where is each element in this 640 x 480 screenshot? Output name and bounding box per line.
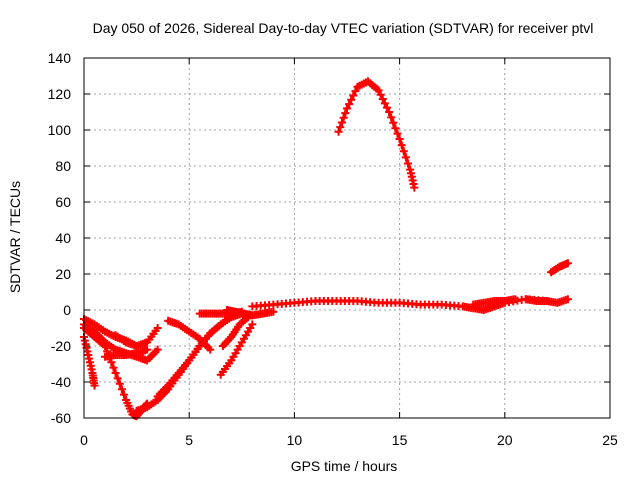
y-tick-label: 20 (55, 266, 71, 282)
series-arc-17 (469, 295, 520, 309)
data-point (345, 100, 354, 109)
data-point (334, 127, 343, 136)
series-arc-9 (164, 316, 215, 354)
data-point (336, 123, 345, 132)
data-point (115, 379, 124, 388)
y-tick-label: 0 (63, 302, 71, 318)
series-arc-10 (216, 320, 257, 379)
x-tick-label: 0 (80, 432, 88, 448)
data-point (393, 129, 402, 138)
data-point (269, 307, 278, 316)
x-tick-label: 15 (392, 432, 408, 448)
data-point (378, 95, 387, 104)
data-point (410, 183, 419, 192)
data-point (389, 118, 398, 127)
y-tick-labels: -60 -40 -20 0 20 40 60 80 100 120 140 (48, 50, 72, 426)
data-series (80, 77, 572, 421)
data-point (563, 295, 572, 304)
series-arc-16 (547, 259, 572, 277)
y-tick-label: 60 (55, 194, 71, 210)
data-point (404, 159, 413, 168)
data-point (380, 99, 389, 108)
data-point (339, 113, 348, 122)
y-tick-label: -40 (51, 374, 71, 390)
data-point (117, 385, 126, 394)
data-point (111, 369, 120, 377)
y-tick-label: 40 (55, 230, 71, 246)
y-tick-label: 100 (48, 122, 72, 138)
series-arc-15 (334, 77, 419, 192)
data-point (349, 91, 358, 100)
series-line (219, 322, 254, 377)
chart-title: Day 050 of 2026, Sidereal Day-to-day VTE… (93, 20, 594, 36)
data-point (511, 295, 520, 304)
y-tick-label: -60 (51, 410, 71, 426)
data-point (206, 345, 215, 354)
data-point (351, 87, 360, 96)
x-tick-label: 10 (287, 432, 303, 448)
data-point (113, 374, 122, 383)
data-point (385, 108, 394, 116)
data-point (542, 297, 551, 305)
data-point (395, 135, 404, 143)
series-arc-14 (248, 295, 572, 314)
data-point (153, 345, 162, 354)
data-point (399, 147, 408, 156)
data-point (143, 345, 152, 354)
data-point (153, 324, 162, 332)
series-arc-18 (521, 295, 551, 305)
data-point (374, 86, 383, 95)
data-point (248, 320, 257, 329)
data-point (341, 109, 350, 118)
x-tick-labels: 0 5 10 15 20 25 (80, 432, 618, 448)
data-point (119, 390, 128, 399)
data-point (391, 124, 400, 133)
y-tick-label: -20 (51, 338, 71, 354)
y-axis-label: SDTVAR / TECUs (7, 181, 23, 293)
data-point (109, 363, 118, 372)
x-tick-label: 20 (497, 432, 513, 448)
series-arc-13 (223, 306, 278, 320)
data-point (337, 118, 346, 127)
data-point (343, 104, 351, 113)
data-point (347, 95, 356, 104)
data-point (563, 259, 572, 268)
series-line (337, 79, 416, 190)
x-axis-label: GPS time / hours (291, 458, 398, 474)
data-point (90, 381, 99, 390)
y-tick-label: 80 (55, 158, 71, 174)
data-point (376, 90, 385, 99)
data-point (387, 113, 396, 122)
series-arc-5 (101, 345, 152, 361)
data-point (397, 141, 406, 150)
x-tick-label: 5 (185, 432, 193, 448)
x-tick-label: 25 (602, 432, 618, 448)
data-point (382, 103, 391, 112)
plot-frame (83, 57, 611, 419)
y-tick-label: 140 (48, 50, 72, 66)
data-point (401, 153, 410, 162)
series-arc-6 (111, 324, 162, 350)
y-tick-label: 120 (48, 86, 72, 102)
